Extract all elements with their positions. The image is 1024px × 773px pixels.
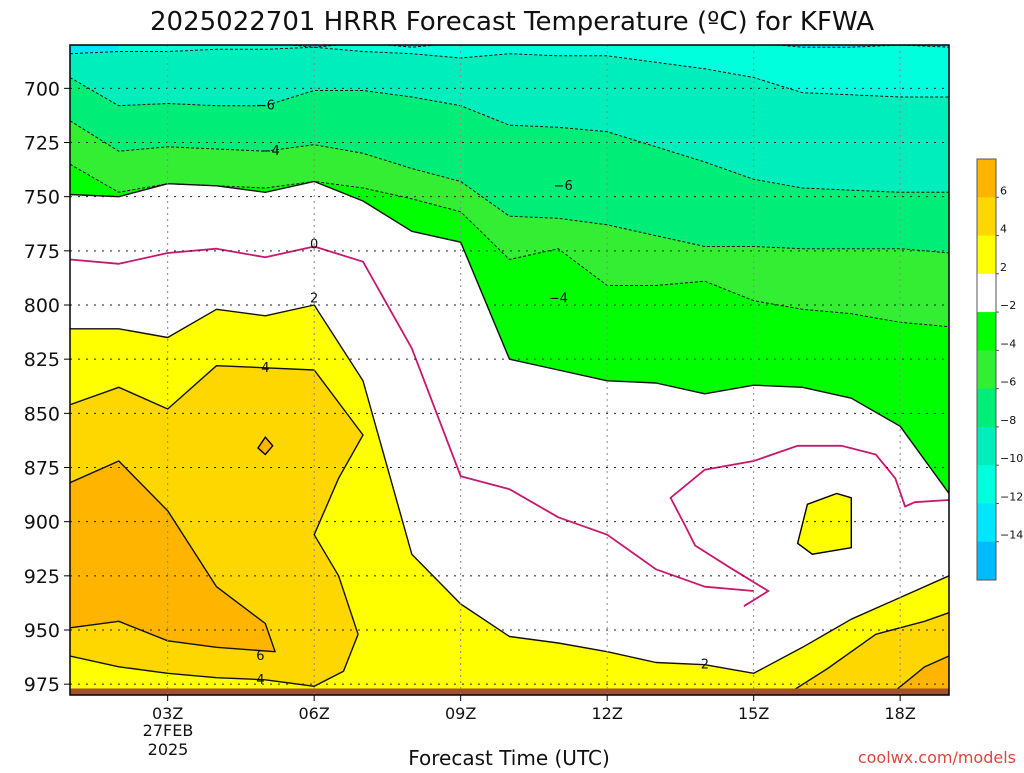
contour-line-6-lower-right xyxy=(894,655,949,692)
y-tick-label-775: 775 xyxy=(24,241,60,263)
colorbar-swatch-8 xyxy=(977,465,996,504)
contour-label-8: 4 xyxy=(256,673,264,688)
x-tick-label-12Z: 12Z xyxy=(592,704,623,723)
contour-line-2-7 xyxy=(70,304,949,674)
contour-line-m2-4 xyxy=(70,163,949,328)
contour-label-9: 2 xyxy=(701,658,709,673)
contour-line-4-8 xyxy=(70,365,364,687)
fill-band-6 xyxy=(70,461,276,652)
y-tick-label-825: 825 xyxy=(24,349,60,371)
colorbar-label-8: −12 xyxy=(1000,490,1023,503)
contour-label-5: 2 xyxy=(310,292,318,307)
contour-label-0: −6 xyxy=(256,99,275,114)
colorbar-swatch-1 xyxy=(977,197,996,237)
contour-label-1: −4 xyxy=(261,144,280,159)
y-tick-label-875: 875 xyxy=(24,458,60,480)
warm-bubble xyxy=(796,492,852,555)
fill-band-6-lower-right xyxy=(895,656,949,695)
x-tick-label-03Z: 03Z xyxy=(152,704,183,723)
x-date-label-year: 2025 xyxy=(148,740,189,759)
x-tick-label-18Z: 18Z xyxy=(885,704,916,723)
contour-label-4: 0 xyxy=(310,237,318,252)
colorbar-label-0: 6 xyxy=(1000,184,1007,197)
plot-frame xyxy=(69,44,950,696)
contour-line-4-lower-right xyxy=(792,612,949,692)
contour-line-m8-1 xyxy=(70,46,949,98)
y-tick-label-750: 750 xyxy=(24,187,60,209)
colorbar-frame xyxy=(976,158,997,581)
x-tick-label-09Z: 09Z xyxy=(445,704,476,723)
colorbar-label-6: −8 xyxy=(1000,414,1016,427)
y-tick-label-725: 725 xyxy=(24,133,60,155)
y-tick-label-800: 800 xyxy=(24,295,60,317)
colorbar-swatch-0 xyxy=(977,159,996,198)
colorbar-swatch-9 xyxy=(977,503,996,543)
contour-line-m4-3 xyxy=(70,120,949,254)
filled-regions xyxy=(70,45,949,695)
chart-title: 2025022701 HRRR Forecast Temperature (ºC… xyxy=(150,7,874,37)
fill-band-4-lower-right xyxy=(792,612,949,695)
contour-line-0-6 xyxy=(70,245,754,592)
watermark: coolwx.com/models xyxy=(858,748,1016,767)
gridlines xyxy=(70,45,949,695)
colorbar-swatch-6 xyxy=(977,388,996,428)
x-date-label-day: 27FEB xyxy=(143,721,194,740)
colorbar-swatch-5 xyxy=(977,350,996,390)
x-axis: 03Z 06Z 09Z 12Z 15Z 18Z xyxy=(152,695,916,723)
colorbar-label-5: −6 xyxy=(1000,376,1016,389)
y-tick-label-925: 925 xyxy=(24,566,60,588)
plot-area: −6 −4 −6 −4 0 2 4 6 4 2 xyxy=(69,44,950,696)
colorbar-label-4: −4 xyxy=(1000,337,1016,350)
contour-label-2: −6 xyxy=(554,179,573,194)
x-tick-label-15Z: 15Z xyxy=(738,704,769,723)
contour-label-6: 4 xyxy=(261,361,269,376)
contour-line-6-9 xyxy=(70,460,276,653)
x-axis-label: Forecast Time (UTC) xyxy=(408,746,610,768)
colorbar-label-7: −10 xyxy=(1000,452,1023,465)
contour-label-3: −4 xyxy=(549,292,568,307)
y-tick-label-950: 950 xyxy=(24,620,60,642)
y-tick-label-975: 975 xyxy=(24,674,60,696)
colorbar-swatch-7 xyxy=(977,426,996,466)
colorbar: 6 4 2 −2 −4 −6 −8 −10 −12 −14 xyxy=(976,158,1023,581)
colorbar-label-2: 2 xyxy=(1000,261,1007,274)
contour-line-0-5 xyxy=(70,180,949,494)
y-tick-label-900: 900 xyxy=(24,512,60,534)
contour-lines xyxy=(70,45,949,692)
colorbar-swatch-10 xyxy=(977,541,996,581)
contour-line-m6-2 xyxy=(70,77,949,193)
colorbar-label-1: 4 xyxy=(1000,223,1007,236)
contour-label-7: 6 xyxy=(256,649,264,664)
y-tick-label-700: 700 xyxy=(24,78,60,100)
y-tick-label-850: 850 xyxy=(24,403,60,425)
x-tick-label-06Z: 06Z xyxy=(299,704,330,723)
ground-surface xyxy=(70,688,949,695)
closed-contour-6 xyxy=(257,436,274,456)
colorbar-label-3: −2 xyxy=(1000,299,1016,312)
y-axis: 700 725 750 775 800 825 850 875 900 925 950 975 xyxy=(24,78,70,696)
colorbar-swatch-2 xyxy=(977,235,996,275)
contour-labels: −6 −4 −6 −4 0 2 4 6 4 2 xyxy=(256,99,709,688)
colorbar-swatch-4 xyxy=(977,312,996,351)
colorbar-swatch-3 xyxy=(977,273,996,313)
colorbar-label-9: −14 xyxy=(1000,529,1023,542)
